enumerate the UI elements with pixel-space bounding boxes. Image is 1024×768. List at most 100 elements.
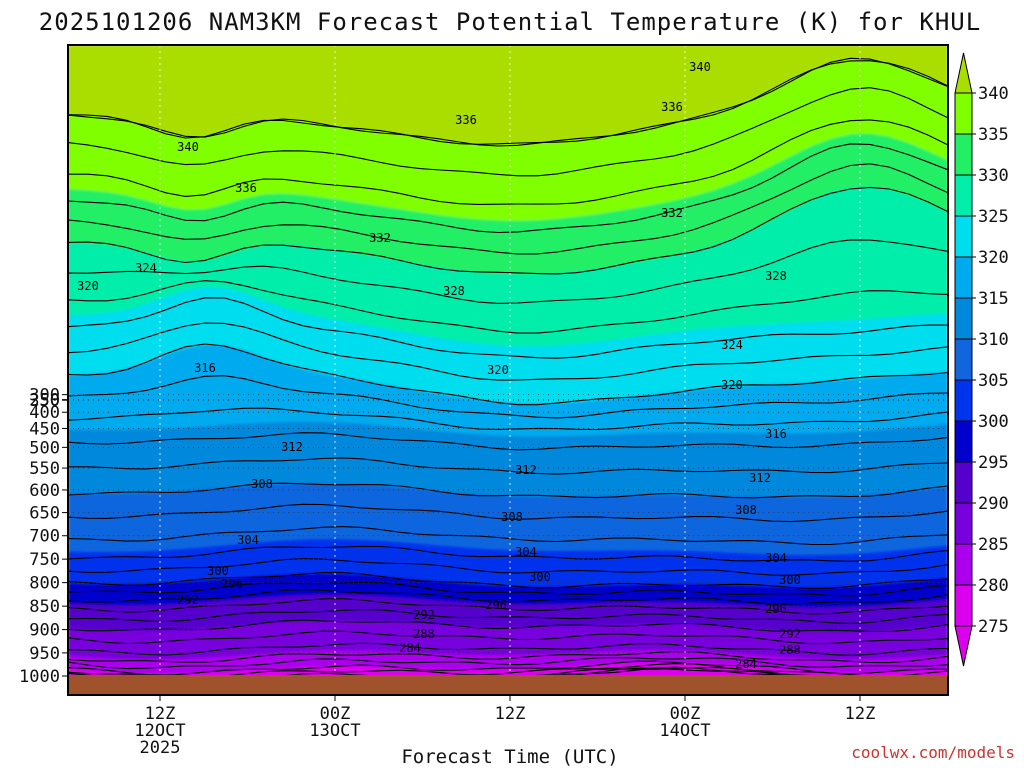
colorbar-segment bbox=[954, 92, 973, 135]
y-tick-label: 300 bbox=[29, 386, 60, 406]
colorbar-label: 335 bbox=[978, 125, 1009, 145]
y-tick-label: 850 bbox=[29, 597, 60, 617]
contour-label: 328 bbox=[443, 284, 465, 298]
contour-302 bbox=[68, 558, 948, 576]
contour-label: 340 bbox=[177, 140, 199, 154]
x-tick-label: 2025 bbox=[140, 738, 181, 758]
contour-label: 316 bbox=[765, 427, 787, 441]
y-tick-label: 900 bbox=[29, 621, 60, 641]
x-tick-label: 13OCT bbox=[309, 721, 360, 741]
colorbar-label: 305 bbox=[978, 371, 1009, 391]
x-tick-label: 14OCT bbox=[659, 721, 710, 741]
contour-label: 300 bbox=[529, 570, 551, 584]
contour-label: 320 bbox=[721, 378, 743, 392]
y-tick-label: 550 bbox=[29, 459, 60, 479]
contour-306 bbox=[68, 526, 948, 546]
contour-labels: 340 340 336 336 336 332 332 328 328 324 324 320 320 3… bbox=[77, 60, 801, 671]
contour-label: 304 bbox=[237, 533, 259, 547]
contour-label: 292 bbox=[413, 608, 435, 622]
contour-label: 288 bbox=[413, 627, 435, 641]
contour-label: 300 bbox=[207, 564, 229, 578]
contour-label: 308 bbox=[501, 510, 523, 524]
contour-label: 300 bbox=[779, 573, 801, 587]
contour-label: 284 bbox=[399, 641, 421, 655]
colorbar-segment bbox=[954, 133, 973, 176]
contour-330 bbox=[68, 186, 948, 275]
contour-288 bbox=[68, 630, 948, 645]
colorbar-segment bbox=[954, 502, 973, 545]
ground-band bbox=[68, 675, 948, 695]
contour-324 bbox=[68, 297, 948, 359]
grid-lines bbox=[68, 45, 948, 695]
contour-304 bbox=[68, 545, 948, 562]
y-tick-label: 950 bbox=[29, 644, 60, 664]
contour-label: 316 bbox=[194, 361, 216, 375]
colorbar-label: 300 bbox=[978, 412, 1009, 432]
contour-280 bbox=[68, 660, 948, 676]
colorbar-segment bbox=[954, 174, 973, 217]
colorbar-segment bbox=[954, 543, 973, 586]
colorbar-segment bbox=[954, 420, 973, 463]
y-tick-label: 650 bbox=[29, 504, 60, 524]
y-tick-label: 600 bbox=[29, 481, 60, 501]
contour-label: 324 bbox=[135, 261, 157, 275]
contour-316 bbox=[68, 407, 948, 431]
contour-label: 312 bbox=[515, 463, 537, 477]
colorbar-segment bbox=[954, 297, 973, 340]
y-tick-label: 700 bbox=[29, 527, 60, 547]
colorbar-label: 315 bbox=[978, 289, 1009, 309]
contour-label: 308 bbox=[735, 503, 757, 517]
contour-332 bbox=[68, 163, 948, 255]
colorbar-label: 310 bbox=[978, 330, 1009, 350]
contour-label: 320 bbox=[77, 279, 99, 293]
contour-label: 292 bbox=[779, 627, 801, 641]
colorbar-label: 290 bbox=[978, 494, 1009, 514]
contour-284 bbox=[68, 651, 948, 664]
y-tick-label: 250 bbox=[29, 391, 60, 411]
contour-296 bbox=[68, 589, 948, 605]
contour-label: 336 bbox=[235, 181, 257, 195]
colorbar-label: 275 bbox=[978, 617, 1009, 637]
contour-label: 332 bbox=[661, 206, 683, 220]
x-tick-label: 00Z bbox=[670, 704, 701, 724]
contour-label: 328 bbox=[765, 269, 787, 283]
colorbar-label: 280 bbox=[978, 576, 1009, 596]
contour-320 bbox=[68, 343, 948, 406]
contour-286 bbox=[68, 642, 948, 656]
contour-294 bbox=[68, 598, 948, 615]
contour-300 bbox=[68, 571, 948, 590]
colorbar-label: 320 bbox=[978, 248, 1009, 268]
contour-318 bbox=[68, 375, 948, 419]
colorbar-segment bbox=[954, 461, 973, 504]
y-tick-label: 450 bbox=[29, 419, 60, 439]
contour-308 bbox=[68, 503, 948, 523]
chart-title: 2025101206 NAM3KM Forecast Potential Tem… bbox=[39, 8, 981, 36]
contour-label: 336 bbox=[661, 100, 683, 114]
contour-label: 296 bbox=[485, 598, 507, 612]
contour-label: 332 bbox=[369, 231, 391, 245]
x-tick-label: 12OCT bbox=[134, 721, 185, 741]
contour-label: 320 bbox=[487, 363, 509, 377]
colorbar-segment bbox=[954, 584, 973, 627]
colorbar-label: 340 bbox=[978, 84, 1009, 104]
contour-340 bbox=[68, 57, 948, 147]
contour-label: 304 bbox=[515, 545, 537, 559]
contour-328 bbox=[68, 239, 948, 304]
contour-label: 296 bbox=[765, 602, 787, 616]
x-axis-label: Forecast Time (UTC) bbox=[401, 746, 618, 768]
x-tick-label: 12Z bbox=[145, 704, 176, 724]
y-tick-label: 500 bbox=[29, 438, 60, 458]
contour-338 bbox=[68, 87, 948, 177]
colorbar-segment bbox=[954, 338, 973, 381]
contour-322 bbox=[68, 322, 948, 381]
contour-label: 288 bbox=[779, 643, 801, 657]
colorbar-label: 330 bbox=[978, 166, 1009, 186]
y-tick-label: 400 bbox=[29, 403, 60, 423]
x-tick-label: 12Z bbox=[845, 704, 876, 724]
contour-298 bbox=[68, 581, 948, 597]
colorbar-top-arrow bbox=[954, 52, 973, 94]
x-tick-label: 12Z bbox=[495, 704, 526, 724]
contour-290 bbox=[68, 619, 948, 632]
